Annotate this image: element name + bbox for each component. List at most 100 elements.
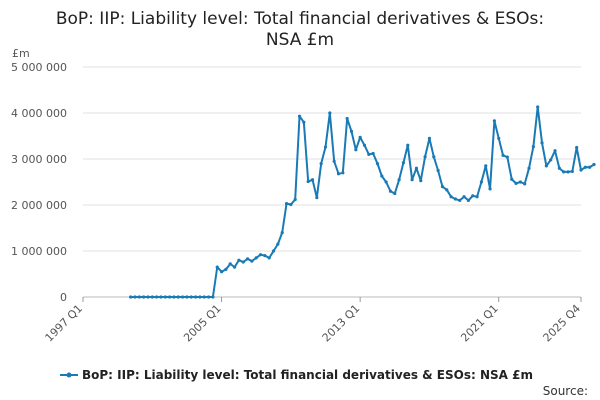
data-point	[163, 295, 167, 299]
data-point	[219, 270, 224, 274]
data-point	[466, 198, 471, 202]
data-point	[332, 159, 336, 163]
data-point	[406, 143, 410, 147]
data-point	[566, 170, 570, 174]
data-point	[271, 249, 276, 253]
x-axis-ticks: 1997 Q1 2005 Q1 2013 Q1 2021 Q1 2025 Q4	[43, 297, 584, 345]
data-point	[397, 178, 401, 182]
data-point	[518, 180, 522, 184]
data-point	[492, 119, 496, 123]
x-tick-label: 1997 Q1	[43, 302, 86, 345]
data-point	[232, 265, 237, 269]
data-point	[306, 179, 310, 184]
data-point	[336, 172, 341, 176]
data-point	[570, 169, 574, 174]
data-point	[323, 145, 328, 149]
data-point	[206, 295, 211, 299]
data-point	[505, 155, 509, 159]
data-point	[471, 194, 475, 198]
data-point	[510, 177, 514, 181]
data-point	[427, 136, 432, 140]
data-point	[302, 120, 306, 124]
x-tick-label: 2005 Q1	[181, 302, 224, 345]
data-point	[458, 198, 462, 202]
y-tick-label: 2 000 000	[11, 199, 67, 212]
data-point	[224, 267, 228, 271]
data-point	[367, 152, 371, 156]
data-point	[319, 162, 323, 166]
data-point	[193, 295, 198, 299]
data-point	[315, 196, 319, 200]
data-point	[168, 295, 172, 299]
data-point	[423, 155, 427, 159]
data-point	[146, 295, 150, 299]
y-axis-tick-labels: 0 1 000 000 2 000 000 3 000 000 4 000 000 5 0…	[11, 61, 67, 304]
data-point	[523, 182, 527, 186]
data-point	[280, 231, 284, 235]
chart-title-line-1: BoP: IIP: Liability level: Total financi…	[56, 9, 544, 29]
legend-marker-swatch	[66, 372, 72, 378]
x-tick-label: 2013 Q1	[320, 302, 363, 345]
data-point	[341, 171, 345, 175]
data-point	[159, 295, 163, 299]
legend[interactable]: BoP: IIP: Liability level: Total financi…	[60, 368, 533, 382]
x-tick-label: 2021 Q1	[458, 302, 501, 345]
data-point	[588, 165, 592, 169]
data-point	[267, 256, 271, 260]
data-point	[172, 295, 176, 299]
data-point	[440, 185, 445, 189]
y-axis-unit-label: £m	[12, 47, 30, 60]
data-point	[445, 188, 449, 192]
data-point	[557, 166, 561, 170]
data-point	[419, 179, 423, 183]
data-point	[150, 295, 154, 299]
y-tick-label: 4 000 000	[11, 107, 67, 120]
data-point	[155, 295, 159, 299]
data-point	[142, 295, 146, 299]
data-point	[358, 135, 362, 139]
data-point	[129, 295, 133, 299]
data-point	[362, 143, 367, 147]
source-label: Source:	[543, 384, 588, 398]
data-point	[185, 295, 189, 299]
y-tick-label: 0	[60, 291, 67, 304]
data-point	[540, 141, 544, 145]
data-point	[133, 295, 137, 299]
data-point	[371, 151, 375, 156]
data-point	[388, 189, 393, 193]
data-point	[375, 162, 380, 166]
data-point	[215, 265, 219, 269]
series-layer	[129, 105, 596, 299]
x-tick-label: 2025 Q4	[541, 302, 584, 345]
data-point	[189, 295, 193, 299]
data-point	[549, 158, 553, 162]
data-point	[432, 155, 436, 159]
data-point	[527, 166, 531, 170]
data-point	[181, 295, 185, 299]
legend-label: BoP: IIP: Liability level: Total financi…	[82, 368, 533, 382]
data-point	[484, 164, 488, 168]
data-point	[228, 262, 232, 266]
data-point	[462, 195, 466, 199]
data-point	[263, 254, 267, 258]
data-point	[176, 295, 180, 299]
data-point	[284, 202, 289, 206]
data-point	[241, 260, 245, 264]
data-point	[245, 257, 250, 261]
data-point	[198, 295, 202, 299]
data-point	[410, 178, 414, 182]
data-point	[453, 197, 458, 201]
data-point	[384, 180, 388, 184]
data-point	[250, 259, 254, 263]
data-point	[501, 153, 505, 157]
data-point	[354, 148, 358, 152]
data-point	[345, 116, 349, 121]
data-point	[575, 145, 579, 150]
data-point	[393, 191, 397, 196]
data-point	[258, 253, 263, 257]
data-point	[137, 295, 141, 299]
data-point	[254, 256, 258, 260]
data-point	[544, 164, 548, 168]
data-point	[328, 111, 332, 115]
gridlines	[83, 66, 581, 298]
